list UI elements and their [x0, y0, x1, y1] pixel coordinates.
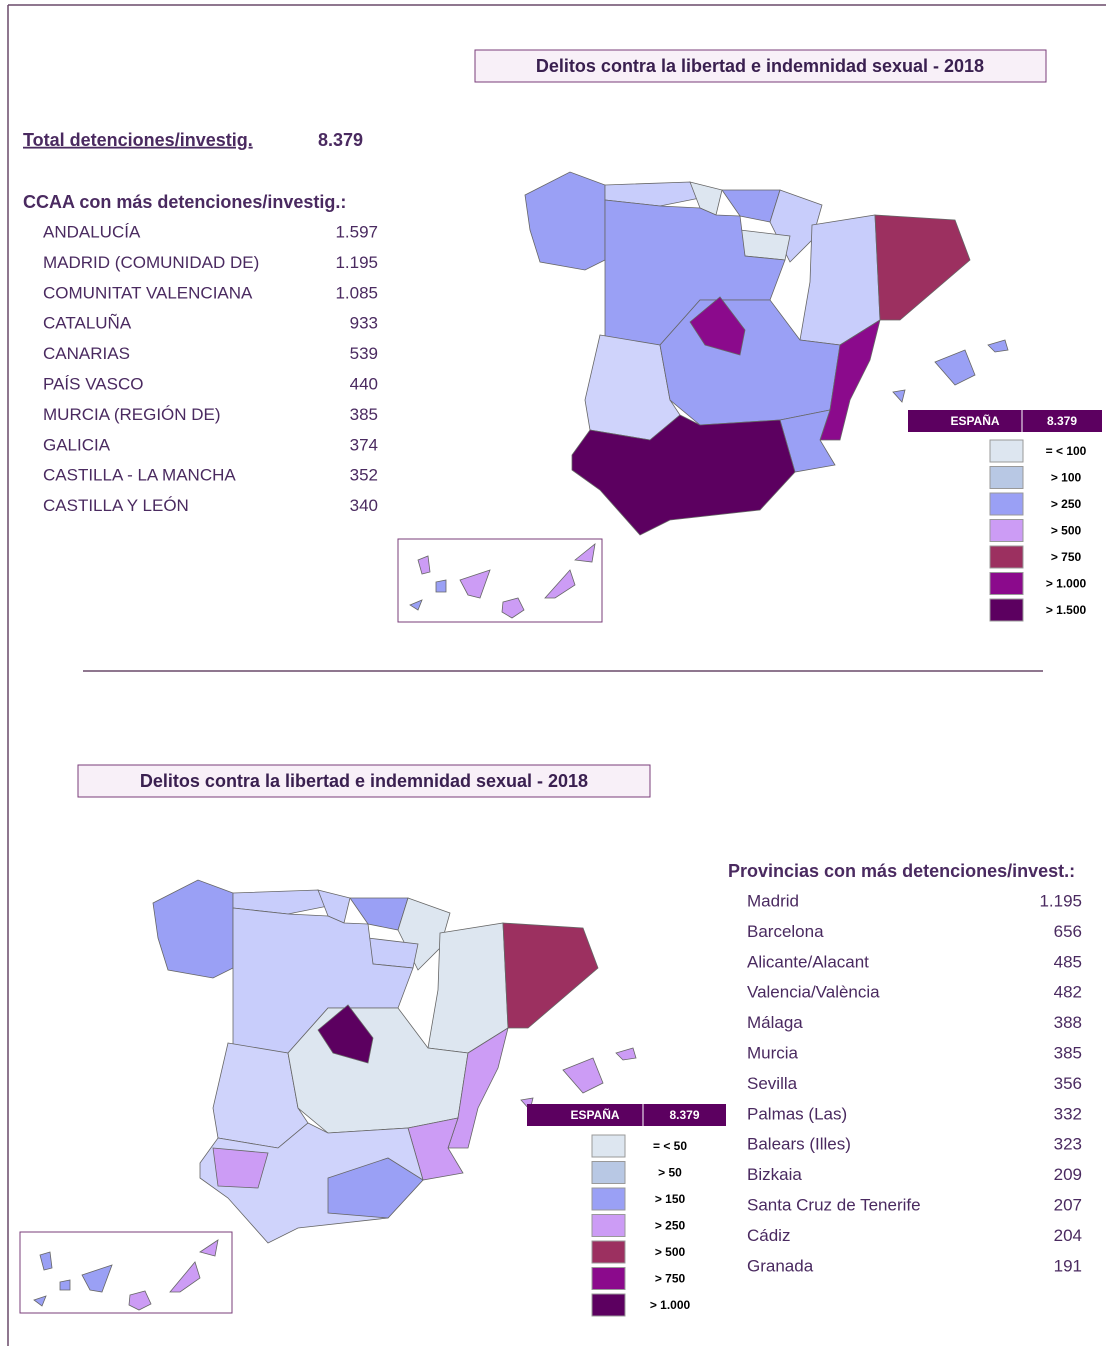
legend-swatch	[989, 519, 1024, 542]
row-value: 1.085	[335, 283, 378, 302]
row-name: CASTILLA Y LEÓN	[43, 496, 189, 515]
legend-swatch	[591, 1161, 626, 1184]
legend-swatch	[591, 1240, 626, 1264]
row-name: CASTILLA - LA MANCHA	[43, 466, 236, 485]
row-value: 207	[1054, 1195, 1082, 1214]
row-value: 332	[1054, 1104, 1082, 1123]
row-name: CATALUÑA	[43, 314, 132, 333]
row-value: 656	[1054, 922, 1082, 941]
legend-swatch	[591, 1267, 626, 1290]
legend-label: > 1.500	[1046, 603, 1087, 617]
row-name: Palmas (Las)	[747, 1104, 847, 1123]
row-value: 323	[1054, 1135, 1082, 1154]
title: Delitos contra la libertad e indemnidad …	[536, 56, 984, 76]
row-name: MURCIA (REGIÓN DE)	[43, 405, 221, 424]
row-name: CANARIAS	[43, 344, 130, 363]
row-value: 209	[1054, 1165, 1082, 1184]
legend-label: > 250	[1051, 497, 1082, 511]
row-value: 191	[1054, 1256, 1082, 1275]
list-heading: CCAA con más detenciones/investig.:	[23, 192, 346, 212]
row-name: Murcia	[747, 1043, 799, 1062]
row-name: MADRID (COMUNIDAD DE)	[43, 253, 259, 272]
legend-label: = < 50	[653, 1139, 687, 1153]
legend-header-value: 8.379	[669, 1108, 699, 1122]
row-value: 440	[350, 374, 378, 393]
row-value: 385	[1054, 1043, 1082, 1062]
legend-label: > 100	[1051, 471, 1082, 485]
legend-swatch	[989, 466, 1024, 489]
legend-swatch	[591, 1293, 626, 1317]
legend-label: > 500	[655, 1245, 686, 1259]
legend-swatch	[989, 439, 1024, 463]
map-provincias	[152, 879, 637, 1244]
row-name: Barcelona	[747, 922, 824, 941]
title-box	[474, 49, 1047, 83]
title: Delitos contra la libertad e indemnidad …	[140, 771, 588, 791]
legend-swatch	[989, 492, 1024, 516]
map-ccaa	[397, 171, 1009, 623]
legend-swatch	[989, 598, 1024, 622]
legend-swatch	[591, 1214, 626, 1237]
row-value: 374	[350, 435, 378, 454]
row-name: Sevilla	[747, 1074, 798, 1093]
row-value: 352	[350, 466, 378, 485]
row-name: ANDALUCÍA	[43, 222, 141, 241]
legend-label: > 50	[658, 1166, 682, 1180]
legend-label: = < 100	[1046, 444, 1087, 458]
row-name: Granada	[747, 1256, 814, 1275]
row-name: COMUNITAT VALENCIANA	[43, 283, 253, 302]
legend-header-label: ESPAÑA	[570, 1107, 619, 1122]
row-name: Madrid	[747, 891, 799, 910]
row-name: Cádiz	[747, 1226, 790, 1245]
canarias-provincias	[19, 1231, 233, 1314]
legend-label: > 1.000	[1046, 577, 1087, 591]
row-value: 388	[1054, 1013, 1082, 1032]
row-value: 1.597	[335, 222, 378, 241]
row-name: Santa Cruz de Tenerife	[747, 1195, 921, 1214]
row-name: Málaga	[747, 1013, 803, 1032]
row-name: Balears (Illes)	[747, 1135, 851, 1154]
legend-label: > 750	[1051, 550, 1082, 564]
total-label: Total detenciones/investig.	[23, 130, 253, 150]
canarias-box	[397, 538, 603, 623]
row-value: 356	[1054, 1074, 1082, 1093]
legend-header-label: ESPAÑA	[950, 413, 999, 428]
legend-swatch	[989, 545, 1024, 569]
legend-swatch	[989, 572, 1024, 595]
row-name: Alicante/Alacant	[747, 952, 869, 971]
row-value: 1.195	[335, 253, 378, 272]
legend-header	[908, 410, 1102, 432]
row-name: PAÍS VASCO	[43, 374, 143, 393]
row-value: 485	[1054, 952, 1082, 971]
legend-header	[527, 1104, 726, 1126]
row-value: 204	[1054, 1226, 1082, 1245]
list-heading: Provincias con más detenciones/invest.:	[728, 861, 1075, 881]
total-value: 8.379	[318, 130, 363, 150]
title-box	[77, 764, 651, 798]
row-value: 340	[350, 496, 378, 515]
legend-label: > 150	[655, 1192, 686, 1206]
legend-label: > 500	[1051, 524, 1082, 538]
row-value: 933	[350, 314, 378, 333]
row-name: Valencia/València	[747, 983, 880, 1002]
legend-label: > 250	[655, 1219, 686, 1233]
row-value: 1.195	[1039, 891, 1082, 910]
row-value: 482	[1054, 983, 1082, 1002]
legend-swatch	[591, 1187, 626, 1211]
legend-label: > 750	[655, 1272, 686, 1286]
legend-label: > 1.000	[650, 1298, 691, 1312]
legend-header-value: 8.379	[1047, 414, 1077, 428]
legend-swatch	[591, 1134, 626, 1158]
row-name: GALICIA	[43, 435, 111, 454]
row-value: 539	[350, 344, 378, 363]
row-value: 385	[350, 405, 378, 424]
row-name: Bizkaia	[747, 1165, 802, 1184]
